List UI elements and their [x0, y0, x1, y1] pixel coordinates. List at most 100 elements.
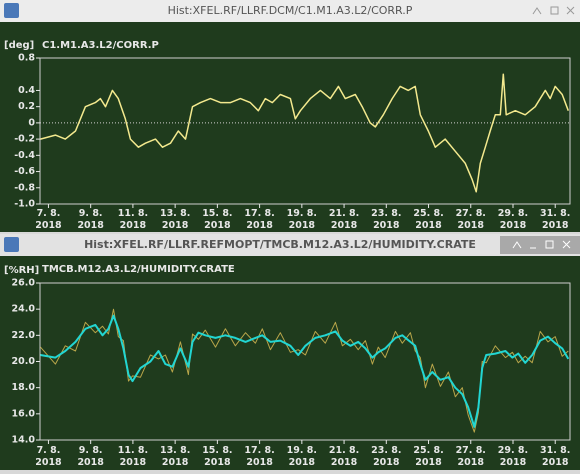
y-tick-label: 16.0 — [12, 408, 36, 419]
x-tick-label-line: 13. 8. — [160, 445, 190, 456]
x-tick-label-line: 2018 — [77, 220, 104, 231]
y-tick-label: 0 — [28, 117, 35, 128]
x-tick-label: 7. 8. 2018 — [35, 208, 62, 231]
y-tick-label: 22.0 — [12, 330, 36, 341]
x-tick-label-line: 2018 — [35, 220, 62, 231]
x-tick-label-line: 2018 — [542, 220, 569, 231]
y-tick-label: 20.0 — [12, 356, 36, 367]
x-tick-label-line: 2018 — [35, 457, 62, 468]
x-tick-label-line: 21. 8. — [329, 208, 359, 219]
y-tick-label: 0.2 — [18, 101, 35, 112]
x-tick-label-line: 2018 — [415, 220, 442, 231]
x-tick-label: 21. 8. 2018 — [329, 208, 359, 231]
x-tick-label-line: 2018 — [500, 457, 527, 468]
x-tick-label: 9. 8. 2018 — [77, 445, 104, 468]
x-tick-label-line: 2018 — [458, 457, 485, 468]
x-tick-label: 25. 8. 2018 — [413, 445, 443, 468]
maximize-button[interactable] — [545, 240, 554, 249]
y-tick-label: 0.8 — [18, 53, 35, 64]
x-tick-label-line: 19. 8. — [287, 208, 317, 219]
x-tick-label-line: 2018 — [162, 457, 189, 468]
y-tick-label: 26.0 — [12, 278, 36, 289]
x-tick-label-line: 2018 — [500, 220, 527, 231]
app-icon — [4, 237, 19, 252]
x-tick-label-line: 9. 8. — [79, 445, 103, 456]
x-tick-label: 13. 8. 2018 — [160, 445, 190, 468]
window-title: Hist:XFEL.RF/LLRF.REFMOPT/TMCB.M12.A3.L2… — [84, 238, 476, 251]
x-tick-label: 23. 8. 2018 — [371, 445, 401, 468]
x-tick-label-line: 23. 8. — [371, 208, 401, 219]
y-tick-label: 0.4 — [18, 85, 35, 96]
x-tick-label-line: 2018 — [204, 457, 231, 468]
x-tick-label-line: 2018 — [415, 457, 442, 468]
x-tick-label: 9. 8. 2018 — [77, 208, 104, 231]
plot-area — [39, 282, 571, 441]
x-tick-label-line: 2018 — [289, 457, 316, 468]
y-tick-label: 24.0 — [12, 304, 36, 315]
x-tick-label-line: 2018 — [373, 220, 400, 231]
unit-label: [deg] — [4, 40, 34, 51]
x-tick-label-line: 2018 — [458, 220, 485, 231]
x-tick-label-line: 2018 — [246, 457, 273, 468]
title-bar — [0, 234, 580, 256]
close-button[interactable] — [566, 6, 575, 15]
x-tick-label-line: 15. 8. — [202, 208, 232, 219]
x-tick-label-line: 13. 8. — [160, 208, 190, 219]
button-area — [500, 236, 580, 254]
x-tick-label-line: 9. 8. — [79, 208, 103, 219]
x-tick-label-line: 2018 — [77, 457, 104, 468]
x-tick-label: 7. 8. 2018 — [35, 445, 62, 468]
x-tick-label: 11. 8. 2018 — [118, 445, 148, 468]
maximize-button[interactable] — [550, 6, 559, 15]
x-tick-label-line: 2018 — [331, 457, 358, 468]
y-tick-label: -1.0 — [14, 199, 35, 210]
x-tick-label-line: 2018 — [373, 457, 400, 468]
x-tick-label: 27. 8. 2018 — [456, 445, 486, 468]
x-tick-label: 27. 8. 2018 — [456, 208, 486, 231]
x-tick-label-line: 23. 8. — [371, 445, 401, 456]
x-tick-label: 15. 8. 2018 — [202, 208, 232, 231]
x-tick-label-line: 17. 8. — [244, 445, 274, 456]
data-line — [40, 73, 570, 193]
x-tick-label-line: 2018 — [204, 220, 231, 231]
title-bar — [0, 0, 580, 22]
x-tick-label: 31. 8. 2018 — [540, 445, 570, 468]
x-tick-label-line: 2018 — [120, 457, 147, 468]
y-tick-label: -0.4 — [14, 150, 35, 161]
unit-label: [%RH] — [4, 265, 39, 276]
pin-button[interactable] — [512, 241, 522, 249]
x-tick-label-line: 27. 8. — [456, 208, 486, 219]
app-icon — [4, 3, 19, 18]
x-tick-label: 21. 8. 2018 — [329, 445, 359, 468]
x-tick-label-line: 31. 8. — [540, 445, 570, 456]
y-tick-label: -0.6 — [14, 166, 35, 177]
close-button[interactable] — [562, 240, 571, 249]
data-line — [40, 314, 570, 428]
x-tick-label: 31. 8. 2018 — [540, 208, 570, 231]
x-tick-label-line: 2018 — [289, 220, 316, 231]
x-tick-label-line: 7. 8. — [37, 445, 61, 456]
x-tick-label: 29. 8. 2018 — [498, 208, 528, 231]
x-tick-label: 15. 8. 2018 — [202, 445, 232, 468]
x-tick-label: 11. 8. 2018 — [118, 208, 148, 231]
x-tick-label-line: 25. 8. — [413, 208, 443, 219]
x-tick-label: 23. 8. 2018 — [371, 208, 401, 231]
x-tick-label-line: 29. 8. — [498, 208, 528, 219]
plot-title: C1.M1.A3.L2/CORR.P — [42, 40, 159, 51]
x-tick-label-line: 15. 8. — [202, 445, 232, 456]
x-tick-label-line: 17. 8. — [244, 208, 274, 219]
x-tick-label: 13. 8. 2018 — [160, 208, 190, 231]
x-tick-label-line: 2018 — [542, 457, 569, 468]
x-tick-label-line: 31. 8. — [540, 208, 570, 219]
y-tick-label: 14.0 — [12, 435, 36, 446]
window-title: Hist:XFEL.RF/LLRF.DCM/C1.M1.A3.L2/CORR.P — [168, 4, 413, 17]
y-tick-label: -0.8 — [14, 182, 35, 193]
x-tick-label-line: 27. 8. — [456, 445, 486, 456]
x-tick-label-line: 25. 8. — [413, 445, 443, 456]
x-tick-label: 19. 8. 2018 — [287, 445, 317, 468]
x-tick-label-line: 2018 — [162, 220, 189, 231]
pin-button[interactable] — [532, 7, 542, 15]
x-tick-label: 17. 8. 2018 — [244, 445, 274, 468]
x-tick-label-line: 11. 8. — [118, 445, 148, 456]
